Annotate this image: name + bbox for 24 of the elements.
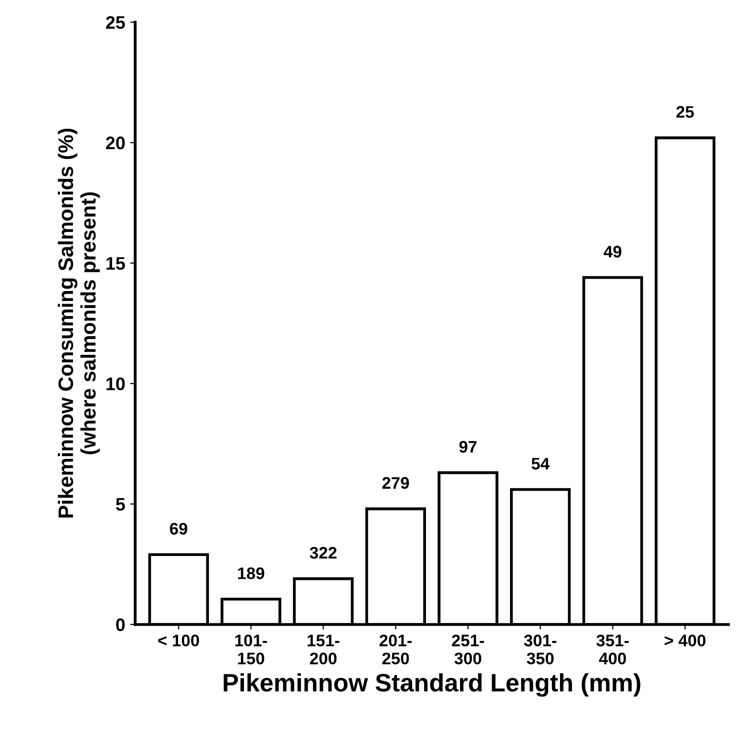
y-tick-label: 0 xyxy=(116,618,125,632)
annotation: 322 xyxy=(310,546,337,559)
y-tick-label: 25 xyxy=(106,16,125,29)
x-tick-label: 101- 150 xyxy=(235,634,267,664)
y-tick-label: 20 xyxy=(106,136,125,150)
x-axis-title: Pikeminnow Standard Length (mm) xyxy=(224,673,640,697)
y-tick-label: 5 xyxy=(116,498,125,511)
x-tick-label: < 100 xyxy=(158,634,199,646)
annotation: 279 xyxy=(382,477,409,489)
x-tick-label: 151- 200 xyxy=(308,634,340,664)
annotation: 49 xyxy=(604,246,622,258)
x-tick-label: 251- 300 xyxy=(452,634,484,664)
annotation: 97 xyxy=(459,440,477,453)
annotation: 69 xyxy=(170,522,188,535)
y-tick-label: 10 xyxy=(106,377,125,390)
annotation: 189 xyxy=(238,567,264,580)
y-axis-title: Pikeminnow Consuming Salmonids (%) (where salmonids present) xyxy=(58,128,100,518)
annotation: 25 xyxy=(676,106,694,118)
y-tick-label: 15 xyxy=(106,257,125,270)
x-tick-label: 301- 350 xyxy=(524,634,556,664)
x-tick-label: > 400 xyxy=(664,634,706,646)
annotation: 54 xyxy=(532,458,550,470)
x-tick-label: 201- 250 xyxy=(380,634,412,664)
x-tick-label: 351- 400 xyxy=(596,634,629,664)
